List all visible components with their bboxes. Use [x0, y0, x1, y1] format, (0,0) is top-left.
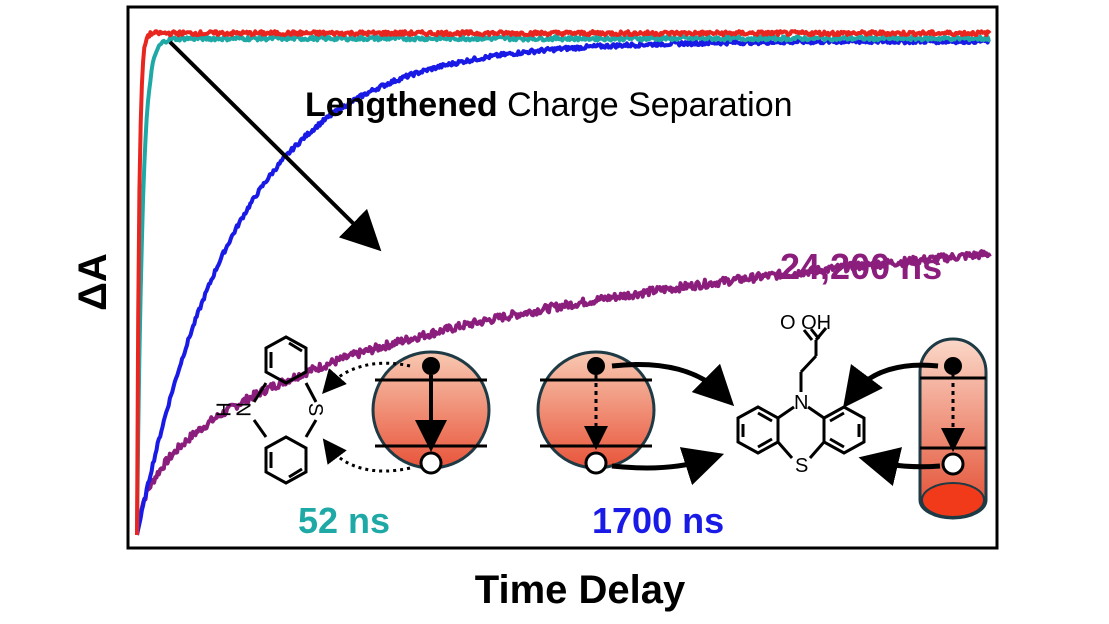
annotation-bold: Lengthened [305, 86, 498, 124]
rod-acceptor [918, 337, 988, 520]
series-line-1 [135, 34, 991, 536]
atom-label-n-left: N [231, 402, 254, 417]
annotation-text: Lengthened Charge Separation [305, 86, 793, 125]
solid-arrow-upper-right [842, 362, 939, 408]
dotted-arrow-lower-left [322, 438, 411, 473]
atom-label-n-right: N [794, 392, 809, 414]
atom-label-s-right: S [795, 455, 809, 477]
x-axis-label: Time Delay [474, 568, 686, 612]
dotted-arrow-upper-left [322, 361, 411, 394]
plot-frame [126, 5, 999, 550]
dye-circle-middle [536, 350, 656, 475]
annotation-rest: Charge Separation [497, 86, 793, 124]
lengthening-arrow [168, 40, 382, 252]
series-line-0 [135, 29, 992, 536]
phenothiazine-acid-molecule [736, 327, 866, 459]
solid-arrow-lower-right [858, 447, 941, 487]
atom-label-cooh: O OH [780, 312, 832, 334]
solid-arrow-lower-middle [611, 447, 725, 486]
solid-arrow-upper-middle [611, 361, 735, 407]
phenothiazine-nh-molecule [252, 335, 318, 485]
atom-label-h-left: H [211, 402, 234, 417]
series-layer [135, 29, 992, 536]
series-line-3 [135, 249, 992, 536]
atom-label-s-left: S [304, 402, 327, 417]
y-axis-label: ΔA [71, 253, 115, 311]
dye-circle-left [371, 350, 491, 475]
lifetime-label-1700ns: 1700 ns [592, 500, 725, 541]
lifetime-label-24200ns: 24,200 ns [780, 246, 943, 287]
lifetime-label-52ns: 52 ns [298, 500, 391, 541]
